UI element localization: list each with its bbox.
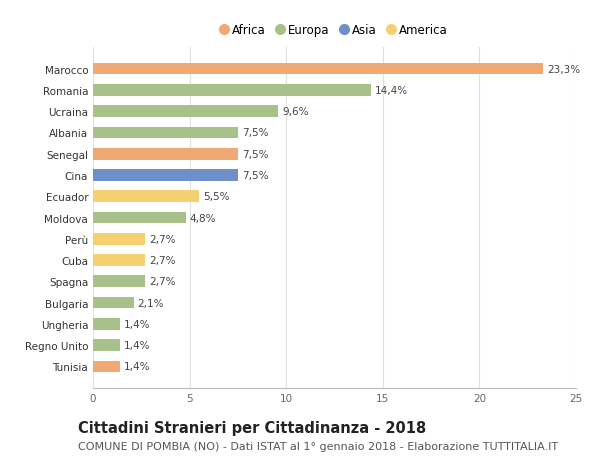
Bar bbox=[93, 318, 120, 330]
Bar bbox=[93, 340, 120, 351]
Text: 1,4%: 1,4% bbox=[124, 319, 151, 329]
Bar bbox=[93, 276, 145, 287]
Text: 7,5%: 7,5% bbox=[242, 171, 268, 180]
Text: COMUNE DI POMBIA (NO) - Dati ISTAT al 1° gennaio 2018 - Elaborazione TUTTITALIA.: COMUNE DI POMBIA (NO) - Dati ISTAT al 1°… bbox=[78, 441, 558, 451]
Text: 7,5%: 7,5% bbox=[242, 128, 268, 138]
Text: 2,7%: 2,7% bbox=[149, 256, 176, 265]
Bar bbox=[93, 191, 199, 202]
Bar bbox=[93, 85, 371, 96]
Bar bbox=[93, 297, 134, 309]
Bar bbox=[93, 234, 145, 245]
Bar bbox=[93, 64, 543, 75]
Bar bbox=[93, 255, 145, 266]
Bar bbox=[93, 127, 238, 139]
Text: 23,3%: 23,3% bbox=[547, 64, 580, 74]
Text: 7,5%: 7,5% bbox=[242, 149, 268, 159]
Text: 4,8%: 4,8% bbox=[190, 213, 216, 223]
Text: Cittadini Stranieri per Cittadinanza - 2018: Cittadini Stranieri per Cittadinanza - 2… bbox=[78, 420, 426, 435]
Legend: Africa, Europa, Asia, America: Africa, Europa, Asia, America bbox=[218, 20, 451, 40]
Text: 5,5%: 5,5% bbox=[203, 192, 230, 202]
Text: 2,7%: 2,7% bbox=[149, 234, 176, 244]
Text: 9,6%: 9,6% bbox=[283, 107, 309, 117]
Bar bbox=[93, 170, 238, 181]
Bar bbox=[93, 106, 278, 118]
Text: 2,1%: 2,1% bbox=[137, 298, 164, 308]
Bar bbox=[93, 361, 120, 372]
Bar bbox=[93, 149, 238, 160]
Text: 1,4%: 1,4% bbox=[124, 362, 151, 372]
Text: 2,7%: 2,7% bbox=[149, 277, 176, 287]
Text: 14,4%: 14,4% bbox=[375, 86, 408, 95]
Text: 1,4%: 1,4% bbox=[124, 341, 151, 350]
Bar bbox=[93, 212, 186, 224]
